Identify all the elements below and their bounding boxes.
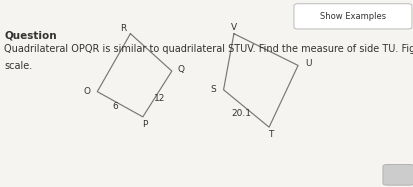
Text: 6: 6 — [112, 102, 118, 111]
Text: 20.1: 20.1 — [230, 109, 250, 118]
Text: V: V — [230, 23, 236, 32]
Text: Q: Q — [177, 65, 184, 74]
Text: Quadrilateral OPQR is similar to quadrilateral STUV. Find the measure of side TU: Quadrilateral OPQR is similar to quadril… — [4, 44, 413, 54]
Text: S: S — [210, 85, 216, 94]
Text: scale.: scale. — [4, 61, 32, 71]
Text: R: R — [119, 24, 126, 33]
Text: U: U — [304, 59, 311, 68]
Text: T: T — [268, 130, 273, 139]
Text: O: O — [83, 87, 90, 96]
FancyBboxPatch shape — [293, 4, 411, 29]
Text: P: P — [142, 120, 147, 129]
Text: Show Examples: Show Examples — [319, 12, 385, 21]
FancyBboxPatch shape — [382, 165, 413, 185]
Text: 12: 12 — [153, 94, 165, 103]
Text: Question: Question — [4, 31, 57, 41]
